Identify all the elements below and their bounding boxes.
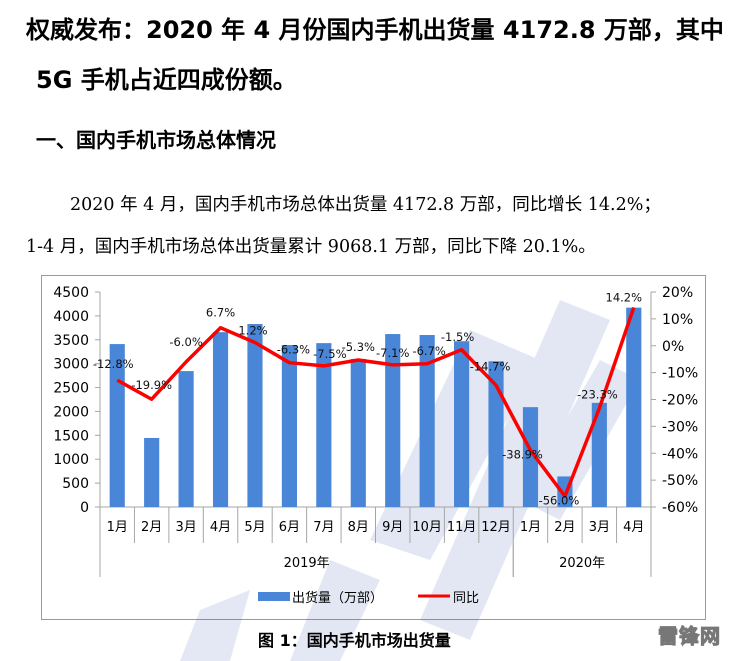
svg-text:1000: 1000 — [53, 452, 89, 468]
svg-text:-1.5%: -1.5% — [441, 330, 474, 344]
svg-text:-38.9%: -38.9% — [502, 447, 543, 461]
svg-text:出货量（万部）: 出货量（万部） — [292, 590, 383, 606]
svg-text:1500: 1500 — [53, 428, 89, 444]
data-labels: -12.8% -19.9% -6.0% 6.7%1.2% -6.3% -7.5%-5.3%… — [93, 291, 642, 508]
svg-text:2000: 2000 — [53, 404, 89, 420]
svg-text:-30%: -30% — [662, 419, 698, 435]
svg-text:4500: 4500 — [53, 285, 89, 301]
chart-frame — [41, 275, 706, 620]
svg-text:2020年: 2020年 — [559, 556, 605, 571]
svg-text:9月: 9月 — [382, 520, 403, 535]
svg-text:2月: 2月 — [554, 520, 575, 535]
svg-text:-40%: -40% — [662, 446, 698, 462]
svg-text:10月: 10月 — [412, 520, 442, 535]
svg-text:3月: 3月 — [175, 520, 196, 535]
svg-text:1月: 1月 — [107, 520, 128, 535]
svg-text:11月: 11月 — [447, 520, 477, 535]
svg-text:3月: 3月 — [589, 520, 610, 535]
svg-text:5月: 5月 — [244, 520, 265, 535]
svg-text:-50%: -50% — [662, 473, 698, 489]
svg-text:12月: 12月 — [481, 520, 511, 535]
svg-text:2019年: 2019年 — [284, 556, 330, 571]
brand-watermark: 雷锋网 — [658, 624, 721, 649]
svg-text:-20%: -20% — [662, 393, 698, 409]
line-series — [116, 307, 636, 498]
svg-text:-7.5%: -7.5% — [313, 347, 346, 361]
svg-text:-23.3%: -23.3% — [577, 387, 618, 401]
svg-text:-5.3%: -5.3% — [342, 340, 375, 354]
svg-text:7月: 7月 — [313, 520, 334, 535]
svg-text:2月: 2月 — [141, 520, 162, 535]
svg-text:-6.0%: -6.0% — [169, 335, 202, 349]
svg-text:-14.7%: -14.7% — [470, 359, 511, 373]
svg-text:0: 0 — [80, 500, 89, 516]
svg-text:-7.1%: -7.1% — [376, 346, 409, 360]
svg-text:2500: 2500 — [53, 381, 89, 397]
svg-text:-12.8%: -12.8% — [93, 357, 134, 371]
bar-series — [109, 307, 642, 507]
svg-text:6.7%: 6.7% — [206, 306, 235, 320]
svg-text:0%: 0% — [662, 339, 684, 355]
svg-text:-56.0%: -56.0% — [539, 493, 580, 507]
headline-line-1: 权威发布：2020 年 4 月份国内手机出货量 4172.8 万部，其中 — [26, 16, 724, 44]
chart-legend: 出货量（万部） 同比 — [258, 590, 479, 606]
svg-text:-6.7%: -6.7% — [412, 344, 445, 358]
svg-text:同比: 同比 — [453, 591, 479, 606]
svg-text:-19.9%: -19.9% — [131, 378, 172, 392]
svg-text:1月: 1月 — [520, 520, 541, 535]
svg-text:3000: 3000 — [53, 357, 89, 373]
section-title: 一、国内手机市场总体情况 — [36, 128, 276, 152]
svg-text:-10%: -10% — [662, 366, 698, 382]
figure-caption: 图 1：国内手机市场出货量 — [258, 631, 451, 650]
svg-text:3500: 3500 — [53, 333, 89, 349]
svg-text:1.2%: 1.2% — [238, 324, 267, 338]
svg-text:10%: 10% — [662, 312, 693, 328]
svg-text:14.2%: 14.2% — [606, 291, 643, 305]
svg-text:4月: 4月 — [623, 520, 644, 535]
svg-text:6月: 6月 — [279, 520, 300, 535]
svg-text:4月: 4月 — [210, 520, 231, 535]
paragraph-line-1: 2020 年 4 月，国内手机市场总体出货量 4172.8 万部，同比增长 14… — [70, 195, 661, 215]
headline-line-2: 5G 手机占近四成份额。 — [36, 66, 297, 94]
svg-text:500: 500 — [62, 476, 89, 492]
svg-text:-60%: -60% — [662, 500, 698, 516]
chart-axes: 0 500 1000 1500 2000 2500 3000 3500 4000 4500 -60%… — [53, 285, 698, 577]
svg-text:4000: 4000 — [53, 309, 89, 325]
svg-text:-6.3%: -6.3% — [277, 343, 310, 357]
svg-text:20%: 20% — [662, 285, 693, 301]
svg-text:8月: 8月 — [348, 520, 369, 535]
paragraph-line-2: 1-4 月，国内手机市场总体出货量累计 9068.1 万部，同比下降 20.1%… — [26, 237, 596, 257]
